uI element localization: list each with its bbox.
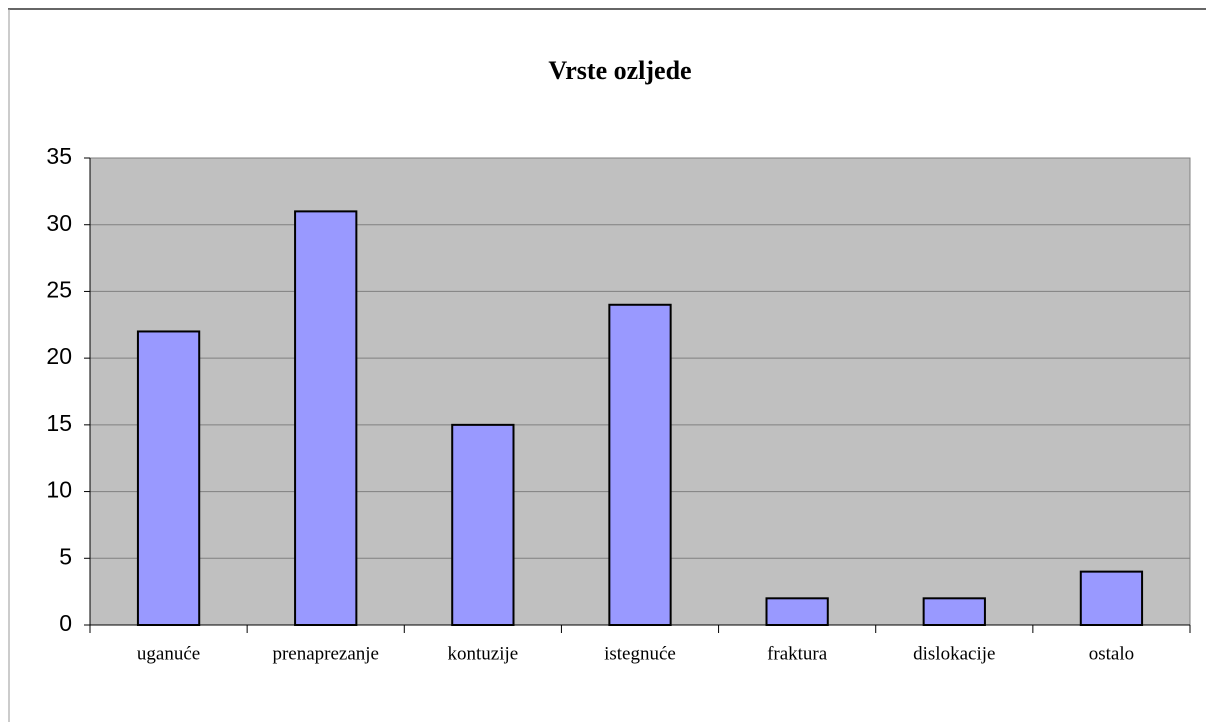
y-tick-label: 35 (46, 143, 72, 169)
x-tick-label: istegnuće (604, 643, 676, 664)
y-tick-label: 15 (46, 410, 72, 436)
y-tick-label: 30 (46, 210, 72, 236)
bar (765, 597, 829, 626)
y-tick-label: 10 (46, 477, 72, 503)
chart-title: Vrste ozljede (548, 56, 691, 85)
x-tick-label: dislokacije (913, 643, 995, 664)
bar (1079, 570, 1144, 627)
y-tick-label: 25 (46, 277, 72, 303)
x-tick-label: fraktura (767, 643, 828, 664)
x-tick-label: uganuće (137, 643, 200, 664)
y-tick-label: 5 (59, 543, 72, 569)
bar (922, 597, 986, 626)
y-tick-label: 0 (59, 610, 72, 636)
bar (294, 210, 358, 626)
y-tick-label: 20 (46, 343, 72, 369)
bar (451, 423, 515, 626)
bar (608, 303, 672, 626)
x-tick-label: prenaprezanje (272, 643, 379, 664)
bar (136, 330, 201, 626)
x-tick-label: ostalo (1089, 643, 1134, 664)
x-tick-label: kontuzije (448, 643, 519, 664)
